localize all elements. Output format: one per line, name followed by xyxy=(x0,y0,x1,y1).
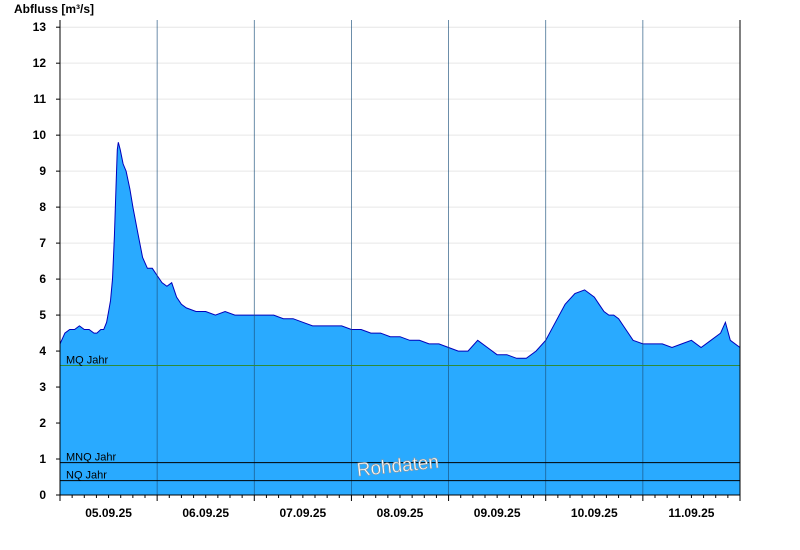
day-separator-lines xyxy=(156,20,644,495)
y-tick-label-5: 5 xyxy=(39,308,46,322)
y-tick-label-1: 1 xyxy=(39,452,46,466)
reference-lines: MQ Jahr MNQ Jahr NQ Jahr xyxy=(60,354,740,482)
y-tick-label-9: 9 xyxy=(39,164,46,178)
x-tick-label-3: 08.09.25 xyxy=(377,506,424,520)
y-tick-label-4: 4 xyxy=(39,344,46,358)
x-tick-label-4: 09.09.25 xyxy=(474,506,521,520)
x-tick-labels: 05.09.25 06.09.25 07.09.25 08.09.25 09.09.25… xyxy=(59,495,741,520)
y-tick-label-13: 13 xyxy=(33,20,47,34)
y-tick-label-3: 3 xyxy=(39,380,46,394)
x-tick-label-0: 05.09.25 xyxy=(85,506,132,520)
y-tick-label-6: 6 xyxy=(39,272,46,286)
x-tick-label-6: 11.09.25 xyxy=(668,506,714,520)
discharge-line xyxy=(59,142,741,359)
ref-label-1: MNQ Jahr xyxy=(66,452,116,464)
ref-label-0: MQ Jahr xyxy=(66,354,109,366)
x-tick-label-1: 06.09.25 xyxy=(182,506,229,520)
x-tick-label-5: 10.09.25 xyxy=(571,506,618,520)
x-tick-label-2: 07.09.25 xyxy=(279,506,326,520)
y-tick-label-12: 12 xyxy=(33,56,47,70)
ref-label-2: NQ Jahr xyxy=(66,470,107,482)
y-axis-label: Abfluss [m³/s] xyxy=(14,2,94,16)
y-tick-label-2: 2 xyxy=(39,416,46,430)
discharge-area xyxy=(60,142,740,496)
y-tick-label-7: 7 xyxy=(39,236,46,250)
y-tick-label-10: 10 xyxy=(33,128,47,142)
y-tick-label-8: 8 xyxy=(39,200,46,214)
y-tick-label-11: 11 xyxy=(33,92,46,106)
y-tick-label-0: 0 xyxy=(39,488,46,502)
